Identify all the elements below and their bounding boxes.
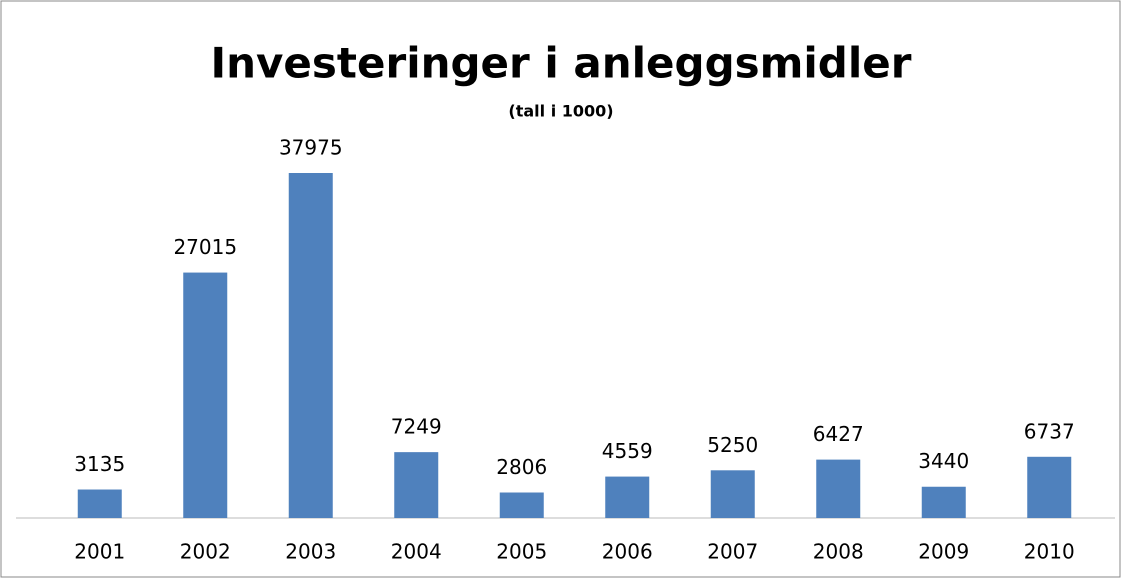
bar [394, 452, 439, 518]
data-label: 7249 [391, 415, 442, 439]
data-label: 6737 [1024, 419, 1075, 443]
x-tick-label: 2001 [74, 540, 125, 564]
x-tick-label: 2007 [707, 540, 758, 564]
bar [816, 459, 861, 518]
x-tick-label: 2006 [602, 540, 653, 564]
bar [1027, 456, 1072, 518]
chart-subtitle: (tall i 1000) [508, 102, 613, 121]
x-tick-label: 2005 [496, 540, 547, 564]
x-tick-label: 2002 [180, 540, 231, 564]
bar [183, 272, 228, 518]
x-tick-label: 2003 [285, 540, 336, 564]
bar [499, 492, 544, 518]
x-tick-label: 2009 [918, 540, 969, 564]
data-label: 3135 [74, 452, 125, 476]
data-label: 37975 [279, 136, 343, 160]
data-label: 27015 [173, 235, 237, 259]
x-tick-label: 2010 [1024, 540, 1075, 564]
bar [605, 476, 650, 518]
chart-title: Investeringer i anleggsmidler [211, 39, 912, 88]
data-label: 6427 [813, 422, 864, 446]
bar [921, 486, 966, 518]
data-label: 4559 [602, 439, 653, 463]
data-label: 2806 [496, 455, 547, 479]
bar [288, 173, 333, 518]
x-tick-label: 2004 [391, 540, 442, 564]
data-label: 5250 [707, 433, 758, 457]
bar [710, 470, 755, 518]
x-tick-label: 2008 [813, 540, 864, 564]
bar [77, 489, 122, 518]
data-label: 3440 [918, 449, 969, 473]
